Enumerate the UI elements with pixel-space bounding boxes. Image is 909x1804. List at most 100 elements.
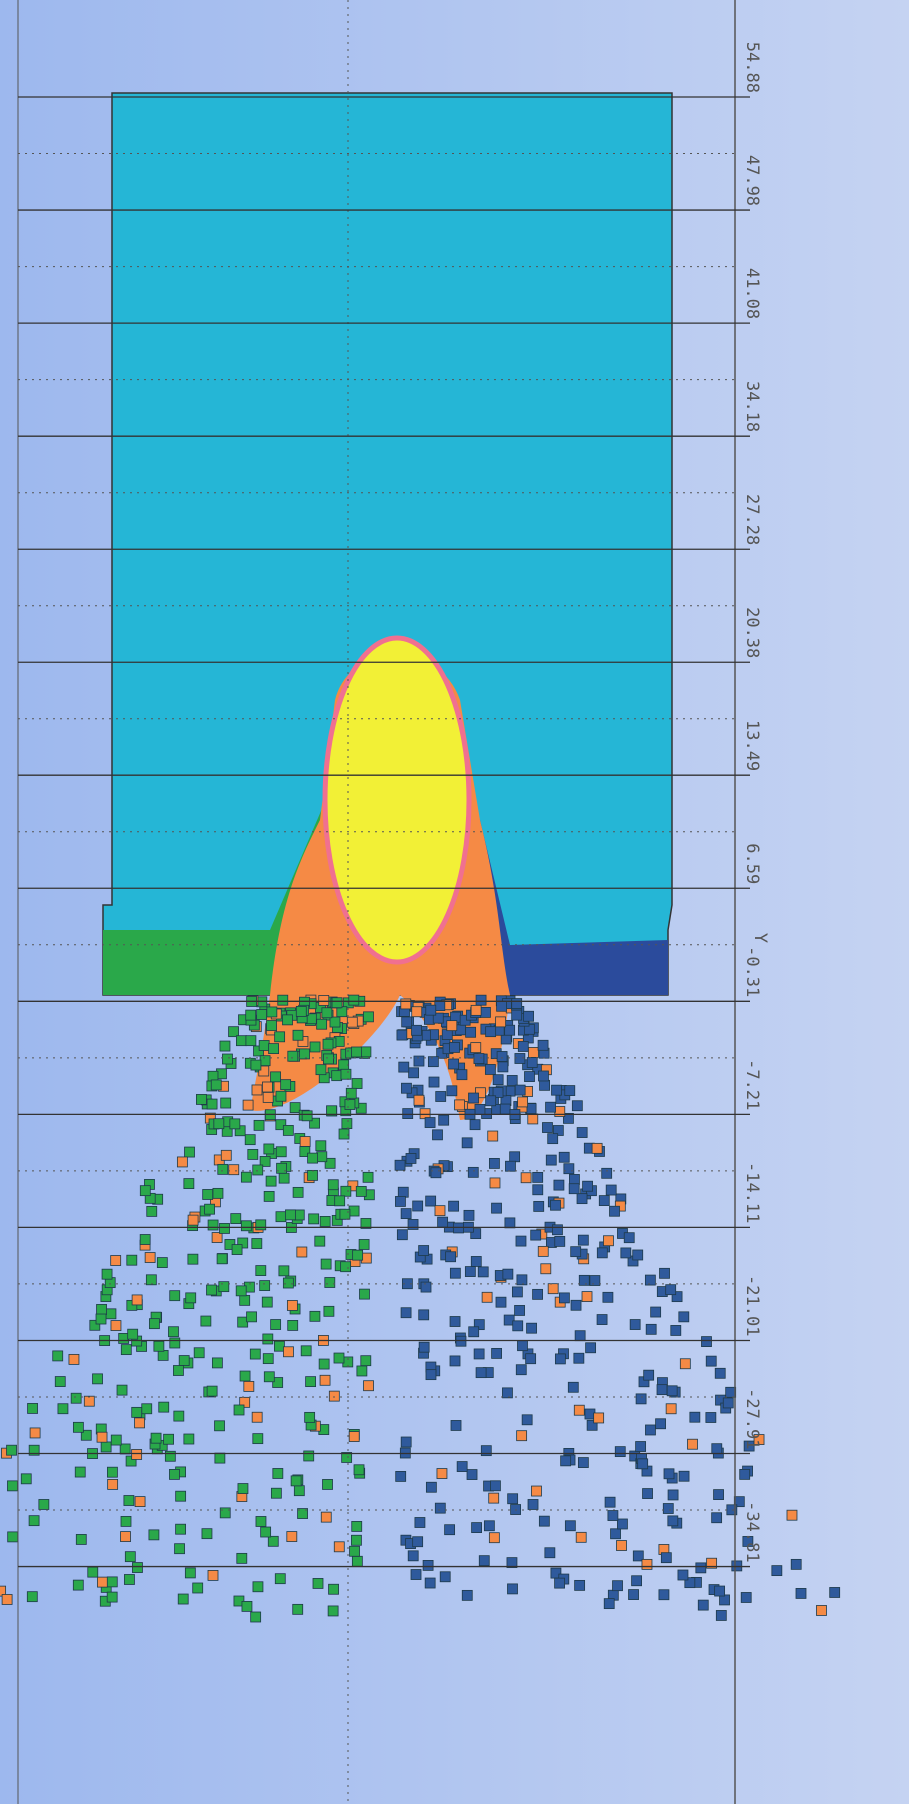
debris-particle bbox=[229, 1027, 239, 1037]
debris-particle bbox=[349, 995, 359, 1005]
debris-particle bbox=[419, 1342, 429, 1352]
debris-particle bbox=[468, 1167, 478, 1177]
debris-particle bbox=[668, 1516, 678, 1526]
debris-particle bbox=[322, 1008, 332, 1018]
debris-particle bbox=[111, 1435, 121, 1445]
debris-particle bbox=[714, 1490, 724, 1500]
debris-particle bbox=[231, 1214, 241, 1224]
debris-particle bbox=[610, 1206, 620, 1216]
debris-particle bbox=[541, 1264, 551, 1274]
debris-particle bbox=[140, 1186, 150, 1196]
debris-particle bbox=[154, 1341, 164, 1351]
debris-particle bbox=[451, 1420, 461, 1430]
debris-particle bbox=[157, 1258, 167, 1268]
debris-particle bbox=[71, 1393, 81, 1403]
debris-particle bbox=[135, 1497, 145, 1507]
debris-particle bbox=[320, 1216, 330, 1226]
debris-particle bbox=[716, 1610, 726, 1620]
debris-particle bbox=[617, 1541, 627, 1551]
debris-particle bbox=[264, 1191, 274, 1201]
debris-particle bbox=[253, 1582, 263, 1592]
debris-particle bbox=[552, 1225, 562, 1235]
debris-particle bbox=[185, 1568, 195, 1578]
debris-particle bbox=[426, 1005, 436, 1015]
debris-particle bbox=[219, 1282, 229, 1292]
debris-particle bbox=[207, 1386, 217, 1396]
debris-particle bbox=[111, 1256, 121, 1266]
debris-particle bbox=[241, 1221, 251, 1231]
debris-particle bbox=[164, 1434, 174, 1444]
debris-particle bbox=[184, 1179, 194, 1189]
debris-particle bbox=[352, 1556, 362, 1566]
debris-particle bbox=[253, 1434, 263, 1444]
debris-particle bbox=[96, 1314, 106, 1324]
debris-particle bbox=[88, 1567, 98, 1577]
debris-particle bbox=[664, 1469, 674, 1479]
debris-particle bbox=[315, 1236, 325, 1246]
debris-particle bbox=[58, 1404, 68, 1414]
debris-particle bbox=[559, 1152, 569, 1162]
debris-particle bbox=[423, 1560, 433, 1570]
debris-particle bbox=[341, 1262, 351, 1272]
debris-particle bbox=[185, 1147, 195, 1157]
debris-particle bbox=[497, 1001, 507, 1011]
y-tick-label: -0.31 bbox=[742, 946, 762, 997]
y-tick-label: -7.21 bbox=[742, 1059, 762, 1110]
debris-particle bbox=[433, 1130, 443, 1140]
debris-particle bbox=[293, 1187, 303, 1197]
debris-particle bbox=[173, 1366, 183, 1376]
debris-particle bbox=[256, 1220, 266, 1230]
debris-particle bbox=[636, 1394, 646, 1404]
debris-particle bbox=[313, 1578, 323, 1588]
debris-particle bbox=[507, 1075, 517, 1085]
debris-particle bbox=[663, 1504, 673, 1514]
debris-particle bbox=[415, 1517, 425, 1527]
debris-particle bbox=[120, 1444, 130, 1454]
debris-particle bbox=[271, 1320, 281, 1330]
debris-particle bbox=[656, 1419, 666, 1429]
debris-particle bbox=[276, 1147, 286, 1157]
debris-particle bbox=[211, 1080, 221, 1090]
debris-particle bbox=[232, 1245, 242, 1255]
debris-particle bbox=[546, 1155, 556, 1165]
debris-particle bbox=[132, 1407, 142, 1417]
debris-particle bbox=[215, 1421, 225, 1431]
debris-particle bbox=[246, 1010, 256, 1020]
debris-particle bbox=[518, 1097, 528, 1107]
debris-particle bbox=[401, 1083, 411, 1093]
debris-particle bbox=[128, 1329, 138, 1339]
y-tick-label: 54.88 bbox=[742, 42, 762, 93]
debris-particle bbox=[569, 1184, 579, 1194]
debris-particle bbox=[565, 1521, 575, 1531]
debris-particle bbox=[403, 1109, 413, 1119]
debris-particle bbox=[363, 1172, 373, 1182]
debris-particle bbox=[534, 1201, 544, 1211]
debris-particle bbox=[184, 1434, 194, 1444]
debris-particle bbox=[278, 995, 288, 1005]
debris-particle bbox=[577, 1194, 587, 1204]
debris-particle bbox=[194, 1348, 204, 1358]
debris-particle bbox=[8, 1532, 18, 1542]
debris-particle bbox=[679, 1312, 689, 1322]
debris-particle bbox=[193, 1583, 203, 1593]
debris-particle bbox=[149, 1530, 159, 1540]
debris-particle bbox=[603, 1236, 613, 1246]
debris-particle bbox=[310, 1042, 320, 1052]
debris-particle bbox=[165, 1451, 175, 1461]
debris-particle bbox=[294, 1486, 304, 1496]
debris-particle bbox=[202, 1529, 212, 1539]
debris-particle bbox=[505, 1218, 515, 1228]
debris-particle bbox=[471, 1005, 481, 1015]
debris-particle bbox=[419, 1310, 429, 1320]
debris-particle bbox=[512, 999, 522, 1009]
debris-particle bbox=[132, 1563, 142, 1573]
debris-particle bbox=[505, 1161, 515, 1171]
debris-particle bbox=[287, 1532, 297, 1542]
debris-particle bbox=[578, 1458, 588, 1468]
debris-particle bbox=[505, 1025, 515, 1035]
debris-particle bbox=[457, 1462, 467, 1472]
debris-particle bbox=[97, 1432, 107, 1442]
debris-particle bbox=[274, 1341, 284, 1351]
debris-particle bbox=[179, 1356, 189, 1366]
debris-particle bbox=[503, 1269, 513, 1279]
